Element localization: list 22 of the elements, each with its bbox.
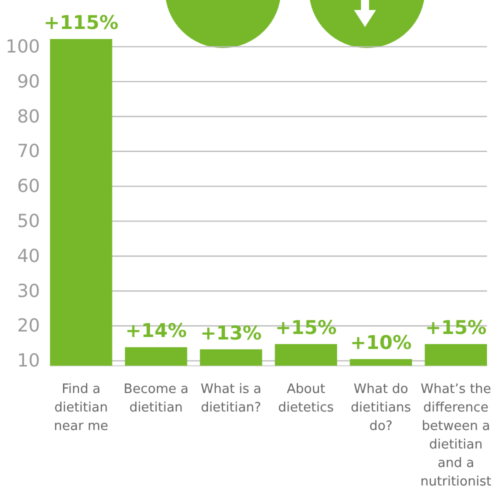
y-tick-label: 50 xyxy=(17,210,40,232)
annotation: +14% xyxy=(125,320,187,342)
x-tick-label: About dietetics xyxy=(278,382,334,416)
y-tick-label: 90 xyxy=(17,71,40,92)
y-tick-label: 40 xyxy=(17,246,40,267)
x-tick-label: What is a dietitian? xyxy=(200,382,262,416)
annotation: +15% xyxy=(275,317,337,340)
x-tick-label: Find a dietitian near me xyxy=(54,382,108,434)
y-tick-label: 60 xyxy=(17,176,40,198)
y-tick-label: 30 xyxy=(17,280,40,302)
y-tick-label: 20 xyxy=(17,316,40,337)
x-tick-label: Become a dietitian xyxy=(124,382,188,416)
y-tick-label: 70 xyxy=(17,141,40,162)
x-tick-label: What do dietitians do? xyxy=(350,382,412,434)
annotation: +115% xyxy=(44,12,118,34)
y-tick-label: 10 xyxy=(17,350,40,372)
annotation: +10% xyxy=(350,332,412,354)
annotation: +15% xyxy=(425,317,487,340)
y-tick-label: 80 xyxy=(17,106,40,128)
annotation: +13% xyxy=(200,322,262,344)
x-tick-label: What’s the difference between a dietitian and a nutritionist xyxy=(420,382,492,488)
y-tick-label: 100 xyxy=(6,36,40,58)
